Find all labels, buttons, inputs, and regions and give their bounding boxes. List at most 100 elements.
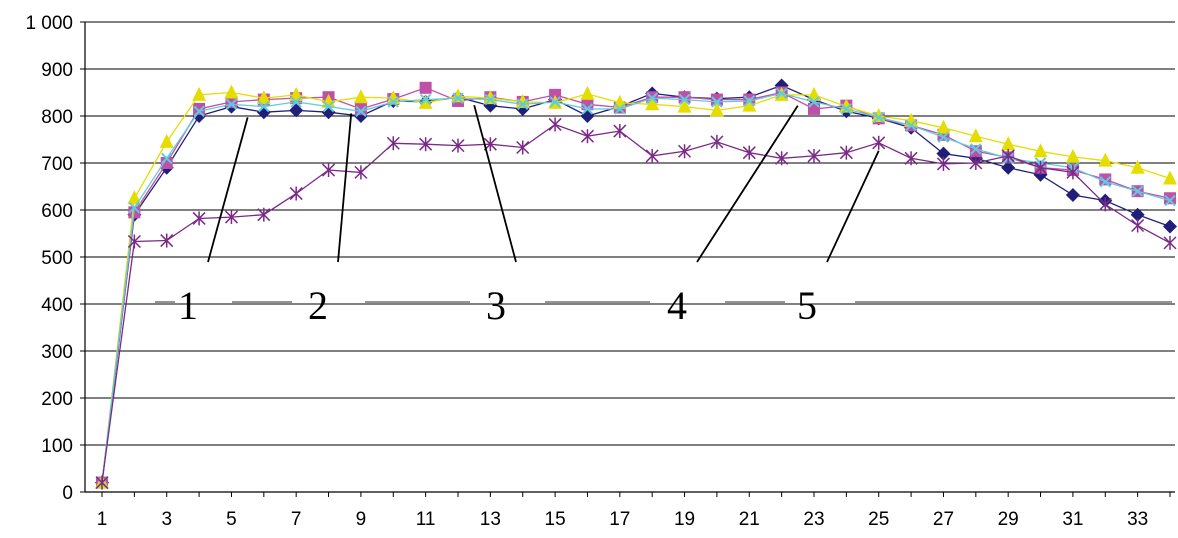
data-point [904, 151, 918, 166]
marker-stroke [193, 105, 205, 118]
data-point [808, 96, 820, 108]
data-point [451, 138, 465, 153]
y-tick-labels: 0 100 200 300 400 500 600 700 800 900 1 000 [25, 13, 73, 504]
data-point [1099, 176, 1111, 188]
x-tick-label: 23 [803, 509, 824, 530]
axes [80, 21, 1175, 497]
marker-stroke [614, 103, 626, 115]
data-point [452, 92, 464, 104]
data-point [677, 98, 692, 113]
data-point [936, 146, 951, 161]
grid-lines [85, 21, 1175, 446]
data-point [968, 128, 983, 143]
data-point [322, 163, 336, 178]
data-point [969, 156, 983, 170]
marker-stroke [549, 96, 561, 108]
marker-stroke [484, 93, 497, 106]
marker-stroke [387, 96, 399, 108]
marker-stroke [355, 105, 367, 118]
data-point [289, 186, 303, 201]
y-tick-label: 900 [41, 60, 73, 81]
data-point [549, 96, 561, 108]
data-point [775, 87, 788, 100]
data-point [192, 211, 206, 226]
data-point [516, 140, 530, 155]
data-point [322, 100, 335, 113]
marker-stroke [970, 143, 982, 155]
data-point [193, 105, 205, 118]
y-tick-label: 300 [41, 342, 73, 363]
data-point [225, 98, 238, 110]
data-point [193, 102, 206, 115]
x-tick-label: 5 [226, 509, 237, 530]
data-point [775, 151, 789, 166]
x-tick-label: 27 [933, 509, 954, 530]
data-point [936, 156, 950, 171]
data-point [678, 144, 692, 159]
data-point [1163, 235, 1177, 250]
series-line [101, 87, 1171, 483]
data-point [256, 90, 271, 105]
data-point [419, 137, 433, 152]
data-point [224, 84, 239, 99]
data-point [1098, 152, 1113, 167]
data-point [1130, 159, 1145, 174]
data-point [1001, 160, 1016, 175]
series-annotations: 1 2 3 4 5 [155, 104, 1172, 328]
x-tick-label: 33 [1127, 509, 1148, 530]
marker-stroke [1131, 185, 1144, 197]
marker-stroke [517, 98, 529, 110]
data-point [614, 103, 626, 115]
x-tick-label: 31 [1062, 509, 1083, 530]
marker-stroke [646, 92, 658, 104]
annotation-leader [473, 104, 517, 263]
data-point [1034, 160, 1048, 175]
data-point [484, 93, 497, 106]
data-point [645, 148, 659, 163]
marker-stroke [581, 103, 594, 115]
series-line [101, 123, 1171, 483]
marker-stroke [840, 103, 853, 115]
annotation-label: 3 [486, 283, 506, 328]
marker-stroke [775, 87, 788, 100]
marker-stroke [743, 95, 755, 107]
series-3 [95, 84, 1177, 489]
annotation-label: 4 [667, 283, 687, 328]
x-tick-label: 9 [356, 509, 367, 530]
y-tick-label: 600 [41, 201, 73, 222]
annotation-label: 2 [308, 283, 328, 328]
x-tick-label: 7 [291, 509, 302, 530]
x-tick-labels: 1 3 5 7 9 11 13 15 17 19 21 23 25 27 29 31 33 [97, 509, 1148, 530]
data-point [159, 133, 174, 148]
data-point [807, 148, 821, 163]
data-point [1001, 148, 1015, 163]
data-point [645, 96, 660, 111]
series-1 [95, 78, 1177, 490]
data-point [290, 96, 302, 108]
y-tick-label: 0 [62, 483, 73, 504]
x-tick-label: 17 [609, 509, 630, 530]
data-point [580, 129, 594, 144]
data-point [709, 102, 724, 117]
x-tick-label: 13 [480, 509, 501, 530]
data-point [1033, 143, 1048, 158]
marker-stroke [711, 96, 723, 108]
data-point [419, 81, 432, 94]
data-point [127, 190, 142, 205]
data-point [1164, 194, 1176, 207]
x-tick-label: 1 [97, 509, 108, 530]
y-tick-label: 100 [41, 436, 73, 457]
marker-stroke [1164, 194, 1176, 207]
data-point [743, 95, 755, 107]
data-point [936, 119, 951, 134]
data-point [128, 201, 141, 214]
marker-stroke [1099, 176, 1111, 188]
data-point [1065, 187, 1080, 202]
data-point [257, 207, 271, 222]
data-point [353, 89, 368, 104]
annotation-label: 5 [797, 283, 817, 328]
marker-stroke [419, 93, 432, 106]
data-point [873, 111, 885, 124]
data-point [1131, 185, 1144, 197]
data-point [580, 109, 595, 123]
